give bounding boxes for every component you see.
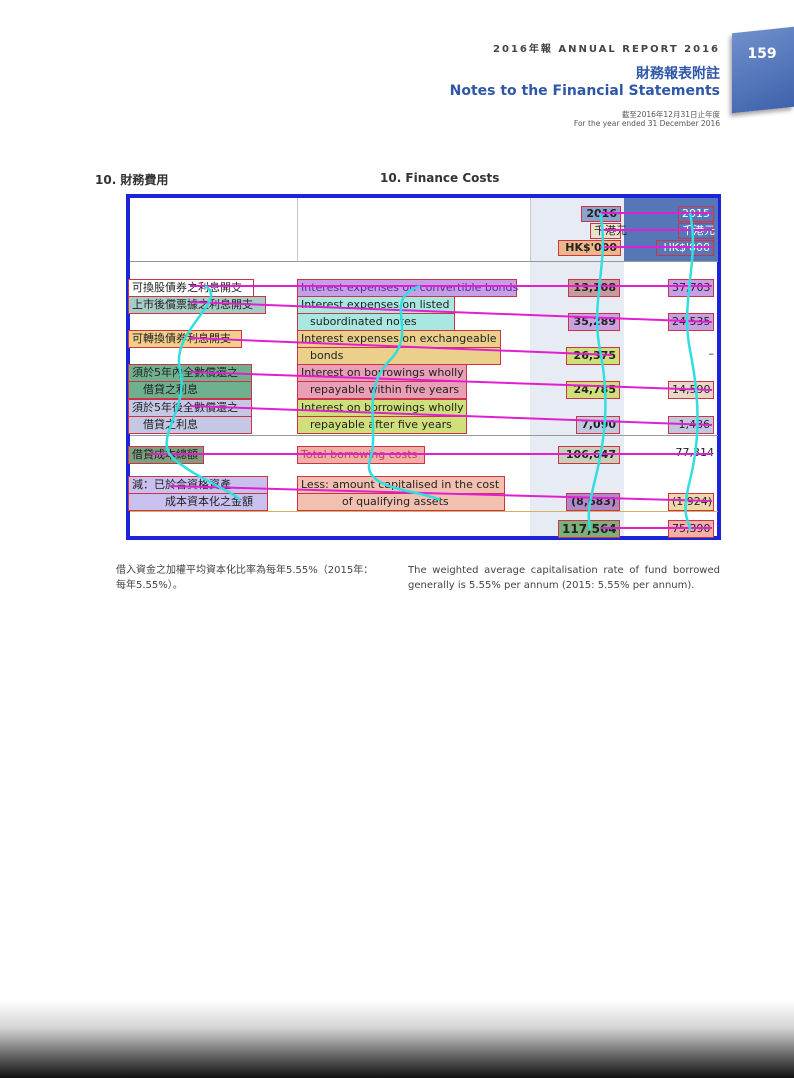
footnote-zh: 借入資金之加權平均資本化比率為每年5.55%（2015年：每年5.55%）。 [116,565,374,591]
current-unit-zh: 千港元 [590,223,627,239]
note-heading-zh: 10. 財務費用 [95,173,169,187]
current-year-label: 2016 [581,206,621,222]
page-tab [732,26,794,114]
net-value-prior: 75,390 [668,520,714,538]
page-bottom-shadow [0,1000,794,1078]
row-label-en: Interest on borrowings wholly [297,364,467,382]
row-value-current: 26,375 [566,347,620,365]
less-label-zh: 減：已於合資格資產 [128,476,268,494]
less-label-zh: 成本資本化之金額 [128,493,268,511]
total-value-prior: 77,314 [675,446,715,459]
row-label-en: Interest expenses on listed [297,296,455,314]
period-en: For the year ended 31 December 2016 [573,119,720,128]
subtotal-rule [130,435,718,436]
less-label-en: Less: amount capitalised in the cost [297,476,505,494]
row-value-prior: 1,486 [668,416,714,434]
prior-year-label: 2015 [678,206,714,222]
section-title-zh: 財務報表附註 [636,66,720,82]
period-zh: 截至2016年12月31日止年度 [621,110,720,119]
prior-unit-en: HK$'000 [656,240,714,256]
row-label-en: subordinated notes [297,313,455,331]
page-number: 159 [747,46,777,62]
total-label-zh: 借貸成本總額 [128,446,204,464]
footnote-en: The weighted average capitalisation rate… [408,565,720,591]
note-heading-en: 10. Finance Costs [380,171,500,185]
prior-unit-zh: 千港元 [678,223,715,239]
row-label-zh: 上市後償票據之利息開支 [128,296,266,314]
row-label-zh: 借貸之利息 [128,416,252,434]
total-label-en: Total borrowing costs [297,446,425,464]
header-rule [130,261,718,262]
row-label-en: bonds [297,347,501,365]
row-label-zh: 可換股債券之利息開支 [128,279,254,297]
current-unit-en: HK$'000 [558,240,621,256]
less-label-en: of qualifying assets [297,493,505,511]
row-label-zh: 須於5年內全數償還之 [128,364,252,382]
row-value-prior: – [708,347,715,360]
less-value-current: (8,683) [566,493,620,511]
row-value-prior: 37,703 [668,279,714,297]
row-value-prior: 24,535 [668,313,714,331]
column-divider [297,198,298,261]
column-divider [530,198,531,261]
less-value-prior: (1,924) [668,493,714,511]
section-title-en: Notes to the Financial Statements [449,83,720,99]
row-label-en: repayable within five years [297,381,467,399]
row-label-zh: 可轉換債券利息開支 [128,330,242,348]
total-value-current: 106,647 [558,446,620,464]
row-label-zh: 須於5年後全數償還之 [128,399,252,417]
row-value-current: 7,090 [576,416,620,434]
row-label-zh: 借貸之利息 [128,381,252,399]
row-label-en: Interest expenses on convertible bonds [297,279,518,297]
row-value-current: 24,785 [566,381,620,399]
row-label-en: repayable after five years [297,416,467,434]
row-label-en: Interest expenses on exchangeable [297,330,501,348]
net-rule [130,511,718,512]
row-label-en: Interest on borrowings wholly [297,399,467,417]
report-title: 2016年報 ANNUAL REPORT 2016 [493,44,720,55]
row-value-current: 35,289 [568,313,620,331]
row-value-prior: 14,590 [668,381,714,399]
net-value-current: 117,564 [558,520,620,538]
row-value-current: 13,108 [568,279,620,297]
